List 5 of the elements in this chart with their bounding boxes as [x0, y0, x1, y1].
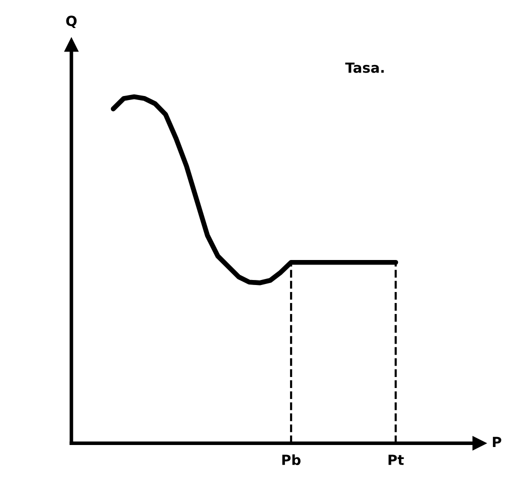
- x-tick-label: Pb: [282, 454, 301, 466]
- text: Tasa.: [345, 62, 384, 73]
- x-axis-title: P: [492, 436, 502, 448]
- y-axis-title: Q: [66, 16, 77, 28]
- x-tick-label: Pt: [388, 454, 404, 465]
